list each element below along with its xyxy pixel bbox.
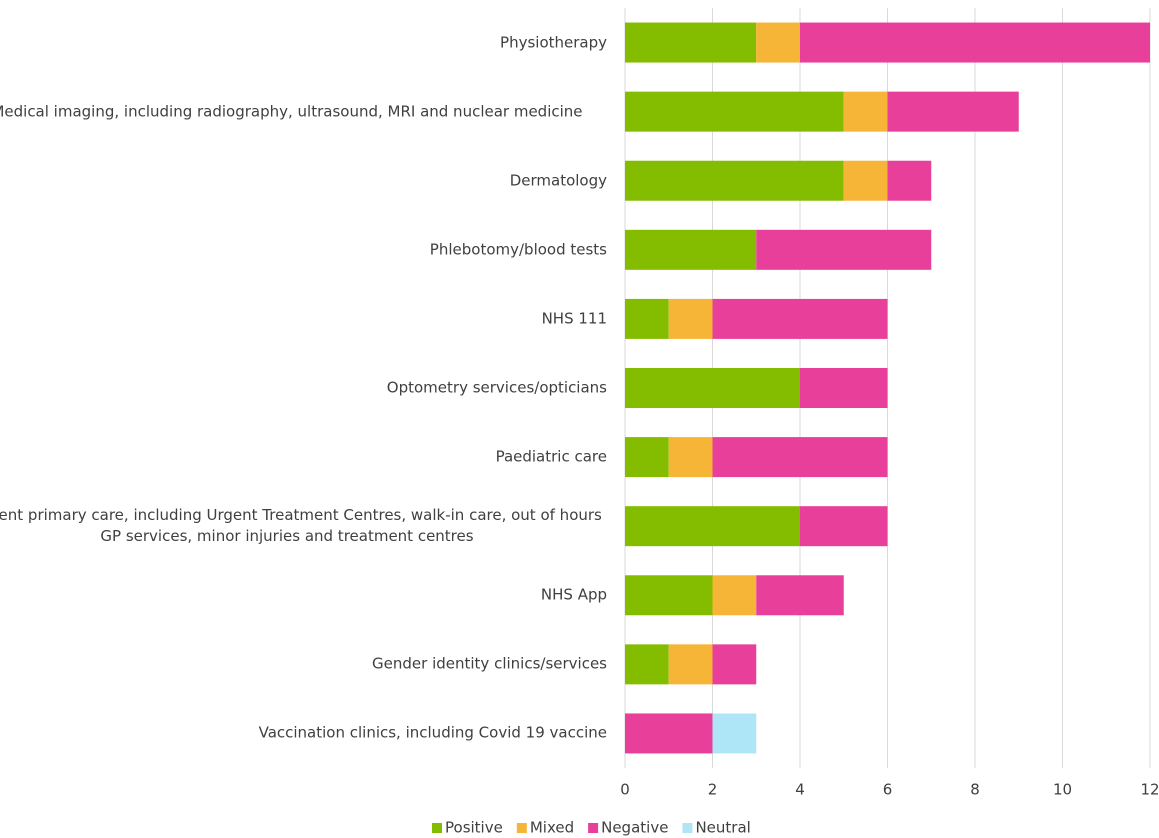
x-tick-label: 4 [795, 781, 805, 799]
bar-segment [668, 437, 713, 478]
bar-segment [800, 22, 1150, 63]
x-tick-label: 6 [883, 781, 893, 799]
bar-segment [712, 713, 757, 754]
bar-segment [625, 298, 669, 339]
y-tick-label: Gender identity clinics/services [372, 654, 607, 673]
bar-segment [625, 91, 844, 132]
y-tick-label: Paediatric care [495, 447, 607, 466]
y-tick-label: Vaccination clinics, including Covid 19 … [258, 723, 607, 742]
bar-segment [625, 644, 669, 685]
bar-segment [625, 368, 800, 408]
y-tick-label: NHS App [540, 585, 607, 604]
bar-segment [800, 368, 888, 408]
legend-label: Neutral [695, 819, 750, 837]
bar-segment [625, 22, 757, 63]
x-tick-label: 2 [708, 781, 718, 799]
x-tick-label: 12 [1140, 781, 1159, 799]
bar-segment [756, 575, 844, 616]
bar-segment [887, 160, 932, 201]
bar-segment [712, 575, 757, 616]
y-tick-label: Phlebotomy/blood tests [429, 240, 607, 259]
legend-label: Negative [601, 819, 668, 837]
bar-segment [843, 160, 888, 201]
x-tick-label: 10 [1053, 781, 1072, 799]
legend-label: Positive [445, 819, 503, 837]
legend-label: Mixed [530, 819, 574, 837]
y-tick-label: Dermatology [509, 171, 607, 190]
legend-swatch [516, 823, 527, 833]
bar-segment [800, 506, 888, 547]
x-tick-label: 0 [620, 781, 630, 799]
bar-segment [843, 91, 888, 132]
y-tick-label: Optometry services/opticians [386, 378, 607, 397]
y-tick-label: Medical imaging, including radiography, … [0, 102, 583, 121]
bar-segment [756, 229, 932, 270]
bar-segment [625, 575, 713, 616]
legend-swatch [588, 823, 599, 833]
legend-swatch [432, 823, 442, 833]
bar-segment [712, 298, 888, 339]
y-tick-label: Physiotherapy [500, 33, 607, 52]
bar-segment [625, 506, 800, 547]
bar-segment [625, 160, 844, 201]
legend-swatch [682, 823, 693, 833]
bar-segment [668, 644, 713, 685]
y-tick-label: NHS 111 [541, 309, 607, 328]
bar-segment [712, 437, 888, 478]
bar-segment [625, 713, 713, 754]
x-tick-label: 8 [970, 781, 980, 799]
bar-segment [712, 644, 757, 685]
bar-segment [625, 437, 669, 478]
bar-segment [887, 91, 1019, 132]
y-tick-label: Urgent primary care, including Urgent Tr… [0, 506, 602, 546]
bar-segment [668, 298, 713, 339]
bar-segment [756, 22, 800, 63]
bar-segment [625, 229, 757, 270]
